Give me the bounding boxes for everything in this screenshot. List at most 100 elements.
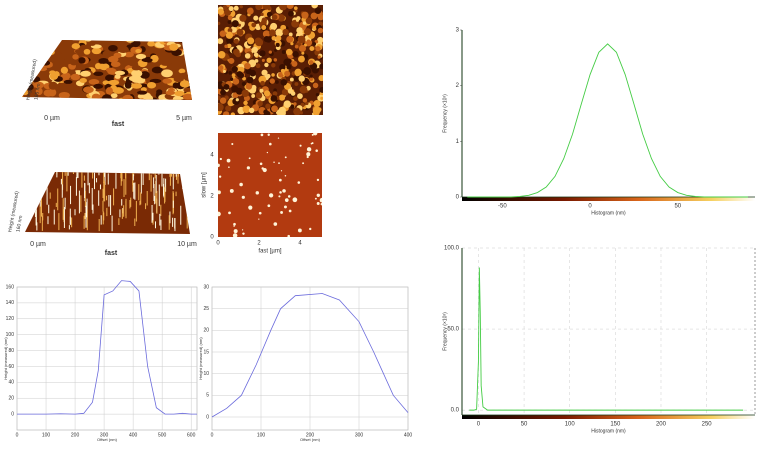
afm-grain	[227, 27, 233, 33]
afm-grain	[263, 90, 271, 97]
afm-grain	[293, 102, 297, 106]
afm-particle	[284, 156, 287, 159]
y-tick-label: 2	[456, 83, 460, 89]
x-axis-label: Offset (nm)	[300, 437, 321, 442]
afm-grain	[298, 75, 305, 82]
afm-grain	[293, 6, 298, 11]
afm-grain	[251, 46, 258, 53]
afm-grain	[139, 71, 150, 79]
afm-grain	[98, 57, 109, 64]
afm-grain	[218, 65, 224, 71]
afm-grain	[218, 21, 221, 26]
afm-grain	[78, 57, 86, 64]
afm-grain	[185, 44, 192, 52]
y-tick-label: 140	[6, 300, 15, 306]
afm-grain	[279, 64, 286, 71]
y-axis-label: Frequency (×10³)	[442, 94, 448, 133]
afm-grain	[280, 68, 285, 73]
afm-particle	[226, 158, 231, 163]
afm-grain	[242, 105, 251, 113]
colorbar	[462, 197, 755, 201]
afm-grain	[305, 17, 313, 25]
afm-grain	[83, 86, 94, 94]
afm-grain	[301, 11, 309, 19]
data-line	[467, 43, 748, 198]
afm-particle	[231, 143, 234, 146]
afm-particle	[228, 211, 231, 215]
afm-grain	[174, 90, 185, 97]
afm-grain	[63, 79, 73, 84]
afm-particle	[280, 211, 283, 214]
afm-grain	[123, 40, 131, 42]
afm-grain	[247, 37, 255, 45]
afm-grain	[79, 44, 91, 50]
afm-particle	[218, 175, 222, 178]
afm-grain	[48, 49, 55, 55]
afm-grain	[80, 70, 91, 77]
afm-particle	[310, 142, 313, 145]
afm-grain	[293, 96, 298, 101]
afm-grain	[288, 32, 293, 37]
x-axis-label: Histogram (nm)	[591, 210, 626, 216]
afm-grain	[306, 39, 311, 44]
afm-grain	[263, 35, 270, 43]
data-line	[17, 280, 197, 415]
afm-grain	[219, 97, 227, 104]
y-axis-label: Frequency (×10³)	[442, 312, 448, 351]
x-tick-label: 300	[355, 432, 364, 438]
afm-particle	[228, 166, 230, 168]
afm-particle	[273, 161, 275, 164]
afm-grain	[261, 24, 267, 30]
afm-grain	[309, 77, 314, 82]
afm-tick: 0	[216, 241, 220, 247]
afm-grain	[93, 83, 104, 89]
afm-particle	[315, 149, 318, 152]
afm-particle	[261, 167, 264, 170]
x-tick-label: 100	[257, 432, 266, 438]
afm-tick: 2	[210, 194, 214, 200]
afm-grain	[219, 30, 227, 37]
afm-grain	[156, 99, 167, 100]
afm-particle	[248, 205, 253, 210]
afm-grain	[318, 75, 323, 82]
afm-grain	[128, 75, 139, 82]
afm-grain	[72, 54, 79, 60]
afm-particle	[309, 227, 312, 231]
afm-grain	[251, 22, 257, 28]
afm-particle	[282, 189, 286, 193]
afm-grain	[22, 40, 25, 41]
afm-grain	[114, 70, 126, 76]
afm-grain	[218, 50, 226, 59]
afm-grain	[277, 72, 284, 78]
afm-grain	[253, 52, 259, 57]
afm-label: 10 µm	[177, 241, 197, 248]
afm-grain	[182, 47, 192, 56]
afm-grain	[269, 78, 275, 84]
afm-grain	[317, 27, 323, 34]
afm-grain	[61, 40, 73, 44]
afm-particle	[241, 195, 245, 199]
y-tick-label: 40	[8, 380, 14, 386]
afm-grain	[104, 74, 116, 82]
afm-grain	[293, 75, 300, 82]
afm-grain	[117, 46, 129, 53]
afm-grain	[169, 43, 179, 51]
afm-particle	[246, 166, 250, 170]
afm-particle	[233, 229, 238, 234]
afm-particle	[297, 228, 302, 233]
afm-grain	[311, 5, 318, 9]
afm-grain	[301, 51, 305, 55]
afm-grain	[223, 84, 230, 90]
afm-grain	[156, 40, 167, 41]
x-axis-label: Histogram (nm)	[591, 428, 626, 434]
afm-grain	[230, 112, 236, 115]
afm-particle	[269, 142, 272, 146]
afm-grain	[165, 90, 176, 96]
afm-grain	[228, 71, 233, 75]
afm-grain	[279, 5, 287, 11]
afm-grain	[225, 105, 232, 112]
y-tick-label: 0	[206, 414, 209, 420]
afm-grain	[238, 72, 245, 79]
afm-grain	[156, 89, 163, 95]
x-tick-label: 300	[100, 432, 109, 438]
